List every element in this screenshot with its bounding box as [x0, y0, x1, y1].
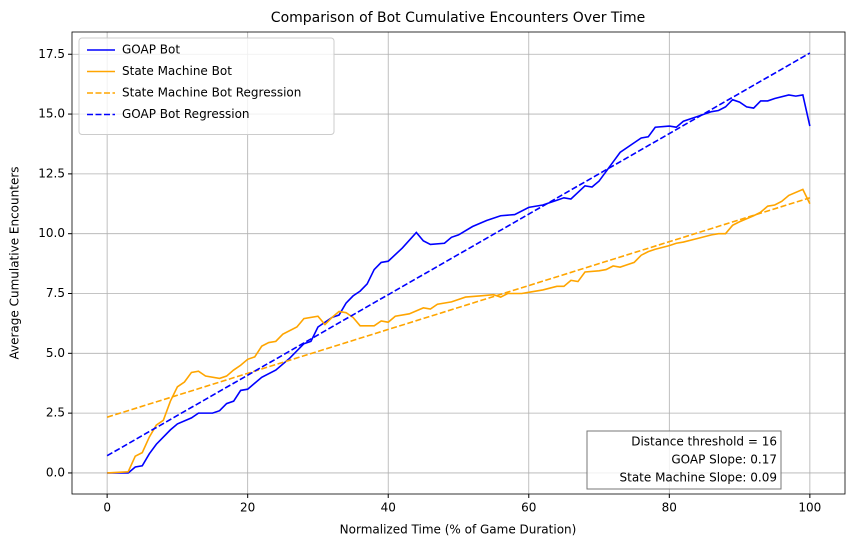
- y-tick-label: 5.0: [46, 346, 65, 360]
- x-tick-label: 80: [662, 501, 677, 515]
- plot-frame: [71, 31, 846, 495]
- legend-label: State Machine Bot: [122, 64, 232, 78]
- legend-box: [78, 37, 335, 135]
- series-line: [107, 94, 811, 474]
- series-line: [107, 188, 811, 474]
- x-tick-label: 100: [798, 501, 821, 515]
- x-tick-label: 60: [521, 501, 536, 515]
- y-tick-label: 17.5: [38, 47, 65, 61]
- x-tick-label: 0: [103, 501, 111, 515]
- y-tick-label: 7.5: [46, 286, 65, 300]
- series-line: [106, 52, 811, 457]
- annotation-text: GOAP Slope: 0.17: [671, 453, 777, 467]
- chart-title: Comparison of Bot Cumulative Encounters …: [271, 10, 645, 26]
- annotation-box: [586, 430, 782, 490]
- legend-label: State Machine Bot Regression: [122, 86, 301, 100]
- y-tick-label: 0.0: [46, 465, 65, 479]
- legend-label: GOAP Bot: [122, 43, 180, 57]
- x-tick-label: 20: [240, 501, 255, 515]
- annotation-text: State Machine Slope: 0.09: [620, 471, 778, 485]
- y-tick-label: 15.0: [38, 107, 65, 121]
- y-axis-label: Average Cumulative Encounters: [8, 166, 22, 359]
- annotation-text: Distance threshold = 16: [631, 435, 777, 449]
- y-tick-label: 12.5: [38, 166, 65, 180]
- y-tick-label: 10.0: [38, 226, 65, 240]
- y-tick-label: 2.5: [46, 406, 65, 420]
- x-tick-label: 40: [381, 501, 396, 515]
- series-line: [106, 197, 811, 418]
- legend-label: GOAP Bot Regression: [122, 107, 250, 121]
- x-axis-label: Normalized Time (% of Game Duration): [340, 523, 577, 537]
